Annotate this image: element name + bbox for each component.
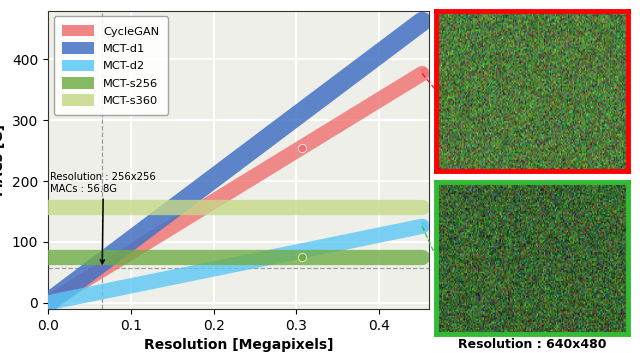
Legend: CycleGAN, MCT-d1, MCT-d2, MCT-s256, MCT-s360: CycleGAN, MCT-d1, MCT-d2, MCT-s256, MCT-… <box>54 16 168 114</box>
X-axis label: Resolution [Megapixels]: Resolution [Megapixels] <box>143 338 333 352</box>
Text: Resolution : 640x480: Resolution : 640x480 <box>458 338 607 351</box>
Text: Resolution : 256x256
MACs : 56.8G: Resolution : 256x256 MACs : 56.8G <box>51 172 156 264</box>
Y-axis label: MACs [G]: MACs [G] <box>0 124 6 196</box>
